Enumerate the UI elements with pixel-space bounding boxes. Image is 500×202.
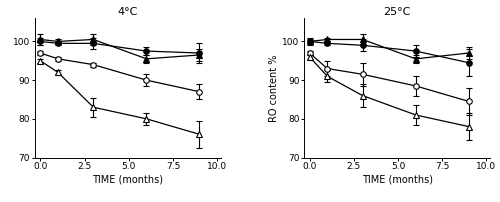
Title: 4°C: 4°C [118,7,138,17]
Title: 25°C: 25°C [384,7,411,17]
X-axis label: TIME (months): TIME (months) [92,174,164,184]
Y-axis label: RO content %: RO content % [270,54,280,122]
X-axis label: TIME (months): TIME (months) [362,174,432,184]
